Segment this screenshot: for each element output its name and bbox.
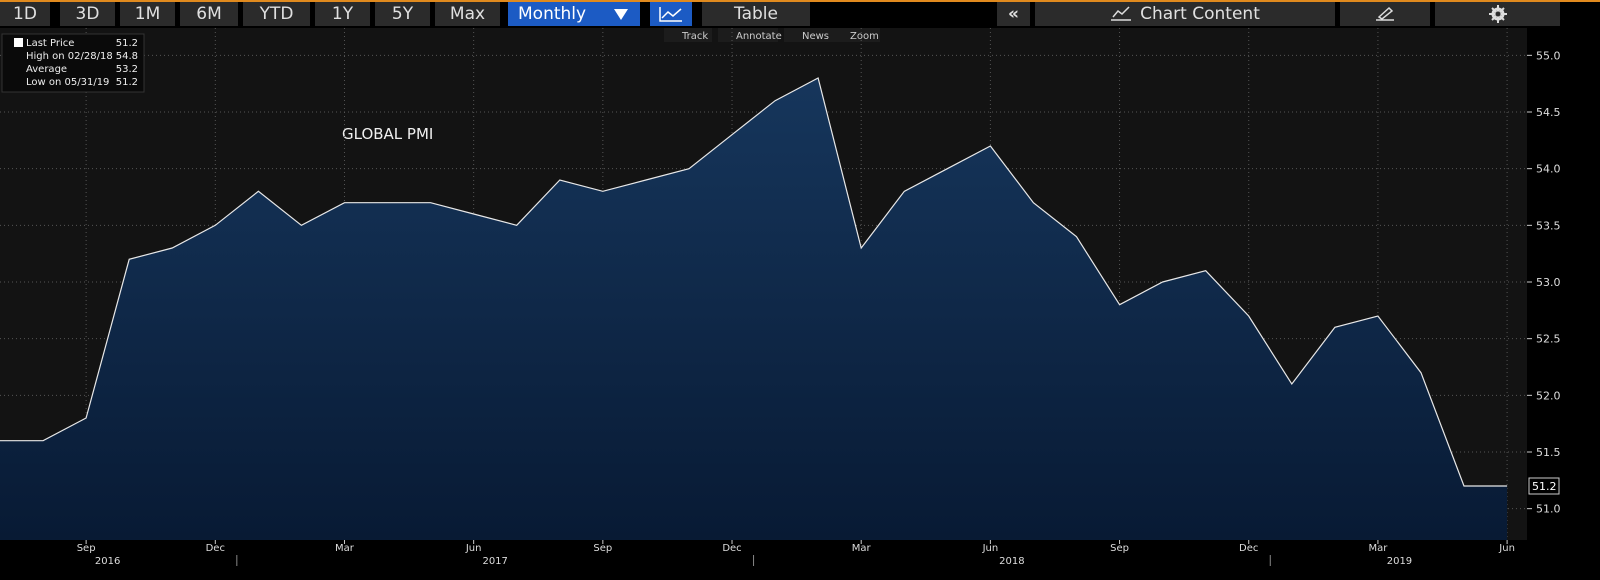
- y-tick-label: 53.0: [1536, 276, 1561, 289]
- content-icon: [1111, 6, 1132, 21]
- legend-value: 54.8: [116, 51, 138, 62]
- chart: GLOBAL PMI Track Annotate News Zoom 51.0 51.5…: [0, 28, 1600, 567]
- range-button[interactable]: YTD: [243, 2, 310, 26]
- x-tick-label: Mar: [852, 543, 872, 554]
- chart-content-label: Chart Content: [1140, 4, 1260, 24]
- x-tick-label: Dec: [722, 543, 741, 554]
- x-tick-label: Jun: [982, 543, 999, 554]
- tool-button: Zoom: [850, 31, 879, 42]
- annotation: GLOBAL PMI: [342, 125, 433, 143]
- chart-content-button[interactable]: Chart Content: [1035, 2, 1335, 26]
- tool-button: News: [802, 31, 829, 42]
- y-tick-label: 52.5: [1536, 333, 1561, 346]
- dropdown-icon: [614, 9, 628, 20]
- x-tick-label: Jun: [1498, 543, 1515, 554]
- edit-icon: [1376, 6, 1394, 21]
- y-tick-label: 54.5: [1536, 106, 1561, 119]
- edit-button[interactable]: [1340, 2, 1430, 26]
- range-button[interactable]: 1D: [0, 2, 50, 26]
- line: [0, 77, 1508, 487]
- x-tick-label: Sep: [77, 543, 96, 554]
- legend-box: [1, 33, 145, 93]
- range-button[interactable]: 1M: [120, 2, 175, 26]
- tool-bg: [664, 28, 712, 42]
- tool-bg: [718, 28, 778, 42]
- legend-swatch: [14, 38, 23, 47]
- top-strip: [0, 0, 1600, 2]
- gear-icon: [1488, 5, 1507, 23]
- area: [0, 78, 1508, 540]
- y-tick-label: 55.0: [1536, 49, 1561, 62]
- tool-bg: [784, 28, 832, 42]
- legend-label: Last Price: [26, 38, 74, 49]
- legend-value: 51.2: [116, 77, 138, 88]
- legend-value: 53.2: [116, 64, 138, 75]
- year-label: 2018: [999, 556, 1024, 567]
- line-icon: [659, 7, 682, 22]
- range-button[interactable]: 3D: [60, 2, 115, 26]
- y-tick-label: 53.5: [1536, 219, 1561, 232]
- y-tick-label: 51.0: [1536, 503, 1561, 516]
- range-button[interactable]: Max: [435, 2, 500, 26]
- year-label: 2017: [482, 556, 507, 567]
- x-tick-label: Mar: [1368, 543, 1388, 554]
- x-tick-label: Dec: [206, 543, 225, 554]
- last-price-box: [1528, 477, 1560, 495]
- legend-label: Low on 05/31/19: [26, 77, 109, 88]
- tool-button: Annotate: [736, 31, 782, 42]
- x-tick-label: Sep: [593, 543, 612, 554]
- axis-background: [1527, 28, 1600, 540]
- x-tick-label: Dec: [1239, 543, 1258, 554]
- chart-type-button[interactable]: [650, 2, 692, 26]
- legend-label: Average: [26, 64, 67, 75]
- period-label: Monthly: [518, 4, 587, 24]
- collapse-button[interactable]: «: [997, 2, 1030, 26]
- x-tick-label: Jun: [465, 543, 482, 554]
- period-button[interactable]: Monthly: [508, 2, 640, 26]
- year-label: 2019: [1387, 556, 1412, 567]
- range-button[interactable]: 5Y: [375, 2, 430, 26]
- legend-value: 51.2: [116, 38, 138, 49]
- x-tick-label: Mar: [335, 543, 355, 554]
- y-tick-label: 51.5: [1536, 446, 1561, 459]
- x-tick-label: Sep: [1110, 543, 1129, 554]
- settings-button[interactable]: [1435, 2, 1560, 26]
- year-label: 2016: [95, 556, 120, 567]
- tool-bg: [832, 28, 880, 42]
- range-button[interactable]: 1Y: [315, 2, 370, 26]
- tool-button: Track: [681, 31, 708, 42]
- y-tick-label: 52.0: [1536, 389, 1561, 402]
- range-button[interactable]: 6M: [180, 2, 238, 26]
- table-button[interactable]: Table: [702, 2, 810, 26]
- y-tick-label: 54.0: [1536, 163, 1561, 176]
- last-price-label: 51.2: [1532, 480, 1557, 493]
- legend-label: High on 02/28/18: [26, 51, 113, 62]
